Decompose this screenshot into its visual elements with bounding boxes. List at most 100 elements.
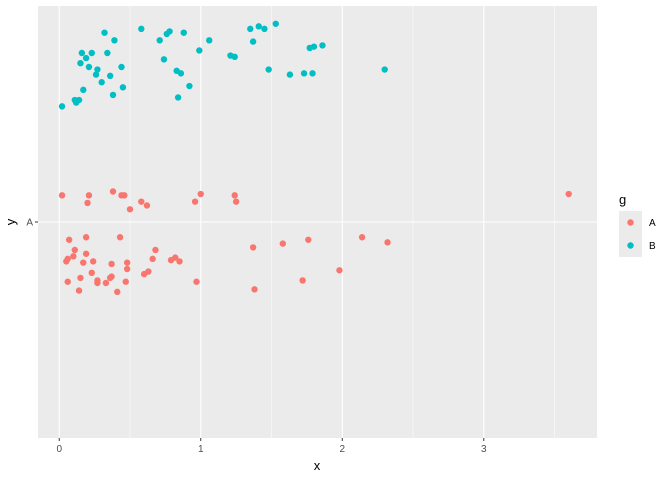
point-b [186,82,193,90]
x-tick-label: 3 [481,444,487,455]
data-points [58,20,572,296]
point-a [58,192,66,199]
point-a [88,269,95,277]
x-tick-label: 2 [339,444,345,455]
point-a [121,192,128,199]
point-b [78,49,86,57]
point-a [176,258,183,265]
point-a [138,198,145,205]
point-b [180,29,187,36]
point-a [114,288,121,296]
point-b [265,66,272,73]
point-a [71,246,78,254]
point-a [75,287,83,294]
point-a [149,255,156,263]
point-b [82,54,90,62]
point-a [336,267,343,274]
point-b [255,23,262,30]
point-a [152,246,159,254]
point-b [77,59,84,67]
point-b [80,86,87,94]
point-b [249,38,257,45]
point-b [111,37,118,44]
point-a [82,250,90,257]
point-a [123,259,131,266]
point-b [319,42,326,49]
point-b [88,49,95,57]
point-b [174,94,182,101]
point-a [232,198,240,205]
x-axis-ticks: 0 1 2 3 [56,438,487,455]
point-b [118,63,125,71]
point-b [106,72,114,80]
point-a [82,234,90,241]
point-a [231,192,238,199]
point-b [85,63,93,71]
point-b [272,20,279,27]
point-a [116,234,124,241]
point-a [191,198,199,205]
x-tick-label: 0 [56,444,62,455]
point-a [65,236,73,243]
point-a [70,253,77,260]
point-a [305,236,312,243]
point-b [58,103,66,110]
legend-swatch [627,242,634,249]
legend-item-b: B [619,234,656,257]
point-b [231,53,238,61]
legend-item-a: A [619,211,656,234]
point-b [300,70,308,77]
point-a [64,255,71,263]
point-b [101,29,108,36]
point-b [309,70,316,77]
point-a [384,239,391,246]
y-axis-ticks: A [26,218,38,229]
point-a [251,286,258,293]
y-tick-label: A [26,218,33,229]
point-b [160,56,168,63]
point-a [84,199,91,207]
point-a [123,265,131,273]
grid-lines [38,6,597,438]
point-b [94,66,101,73]
point-b [381,66,388,73]
point-a [145,268,152,275]
point-b [310,43,318,50]
point-b [206,37,213,44]
point-b [247,25,254,33]
point-b [75,96,83,104]
point-a [193,278,200,285]
point-a [126,206,134,213]
point-b [98,79,105,86]
point-b [138,25,145,33]
point-a [89,258,97,265]
axes: 0 1 2 3 A x y [3,218,487,474]
point-a [85,192,93,199]
point-b [119,84,127,91]
x-tick-label: 1 [198,444,204,455]
legend: g A B [619,192,656,257]
point-b [286,71,294,78]
point-a [358,234,366,241]
x-axis-title: x [314,458,321,473]
point-a [94,279,101,287]
point-a [299,277,306,284]
point-a [279,240,287,247]
legend-label: A [649,218,656,229]
point-a [80,259,87,266]
point-a [108,273,115,280]
y-axis-title: y [3,218,18,225]
legend-label: B [649,241,656,252]
point-a [109,188,117,195]
point-a [64,278,71,285]
point-b [196,47,203,54]
point-b [109,91,117,99]
point-a [197,190,204,198]
point-a [565,190,572,198]
point-b [92,71,100,78]
point-b [261,25,268,33]
legend-swatch [627,219,634,226]
legend-title: g [619,192,626,207]
point-b [104,49,111,57]
